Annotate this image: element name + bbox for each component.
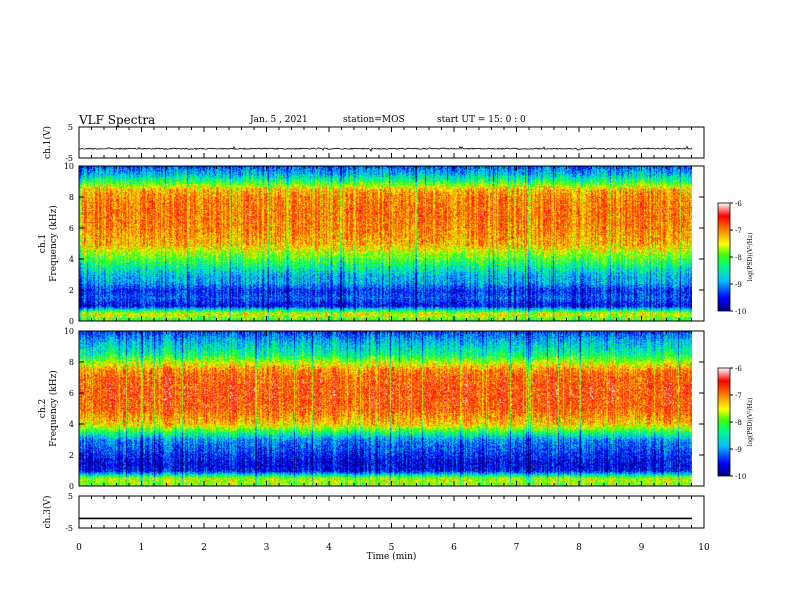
y-tick-label: 6 <box>69 224 74 233</box>
x-tick-label: 0 <box>76 543 82 553</box>
ch1-spectrogram-image <box>79 166 692 321</box>
y-tick-label: 2 <box>69 451 74 460</box>
y-tick-label: 4 <box>69 420 74 429</box>
colorbar-tick-label: -9 <box>735 281 742 289</box>
y-axis-label: ch.1 <box>38 234 48 253</box>
x-tick-label: 5 <box>389 543 395 553</box>
x-axis-label: Time (min) <box>367 551 417 562</box>
x-tick-label: 9 <box>639 543 645 553</box>
start-time-label: start UT = 15: 0 : 0 <box>437 115 526 125</box>
ch1-waveform-trace <box>78 145 693 152</box>
x-tick-label: 4 <box>326 543 332 553</box>
ch1-spectrogram-colorbar <box>717 202 731 312</box>
y-tick-label: 10 <box>64 162 74 171</box>
date-label: Jan. 5 , 2021 <box>250 115 308 125</box>
station-label: station=MOS <box>343 115 405 125</box>
chart-title: VLF Spectra <box>79 113 156 127</box>
colorbar-tick-label: -8 <box>735 254 742 262</box>
y-axis-label: Frequency (kHz) <box>48 205 59 282</box>
y-tick-label: 8 <box>69 193 74 202</box>
y-tick-label: 5 <box>68 123 73 132</box>
y-tick-label: -5 <box>65 154 73 163</box>
colorbar-tick-label: -7 <box>735 392 742 400</box>
y-axis-label: Frequency (kHz) <box>48 370 59 447</box>
ch2-spectrogram-colorbar <box>717 367 731 477</box>
x-tick-label: 7 <box>514 543 520 553</box>
y-tick-label: 8 <box>69 358 74 367</box>
x-tick-label: 3 <box>264 543 270 553</box>
y-tick-label: 5 <box>68 492 73 501</box>
colorbar-tick-label: -10 <box>735 473 746 481</box>
colorbar-tick-label: -6 <box>735 200 742 208</box>
x-tick-label: 1 <box>139 543 145 553</box>
colorbar-tick-label: -9 <box>735 446 742 454</box>
x-tick-label: 10 <box>698 543 710 553</box>
y-tick-label: 0 <box>69 317 74 326</box>
y-axis-label: ch.3(V) <box>42 496 53 529</box>
colorbar-tick-label: -10 <box>735 308 746 316</box>
y-tick-label: 2 <box>69 286 74 295</box>
colorbar-tick-label: -8 <box>735 419 742 427</box>
colorbar-label: log(PSD)(V²/Hz) <box>747 233 754 282</box>
ch2-spectrogram-image <box>79 331 692 486</box>
y-tick-label: 6 <box>69 389 74 398</box>
y-axis-label: ch.1(V) <box>42 126 53 159</box>
y-tick-label: 0 <box>69 482 74 491</box>
y-axis-label: ch.2 <box>38 399 48 418</box>
colorbar-tick-label: -6 <box>735 365 742 373</box>
y-tick-label: 4 <box>69 255 74 264</box>
x-tick-label: 6 <box>451 543 457 553</box>
colorbar-label: log(PSD)(V²/Hz) <box>747 398 754 447</box>
y-tick-label: -5 <box>65 524 73 533</box>
colorbar-tick-label: -7 <box>735 227 742 235</box>
x-tick-label: 2 <box>201 543 207 553</box>
y-tick-label: 10 <box>64 327 74 336</box>
x-tick-label: 8 <box>576 543 582 553</box>
